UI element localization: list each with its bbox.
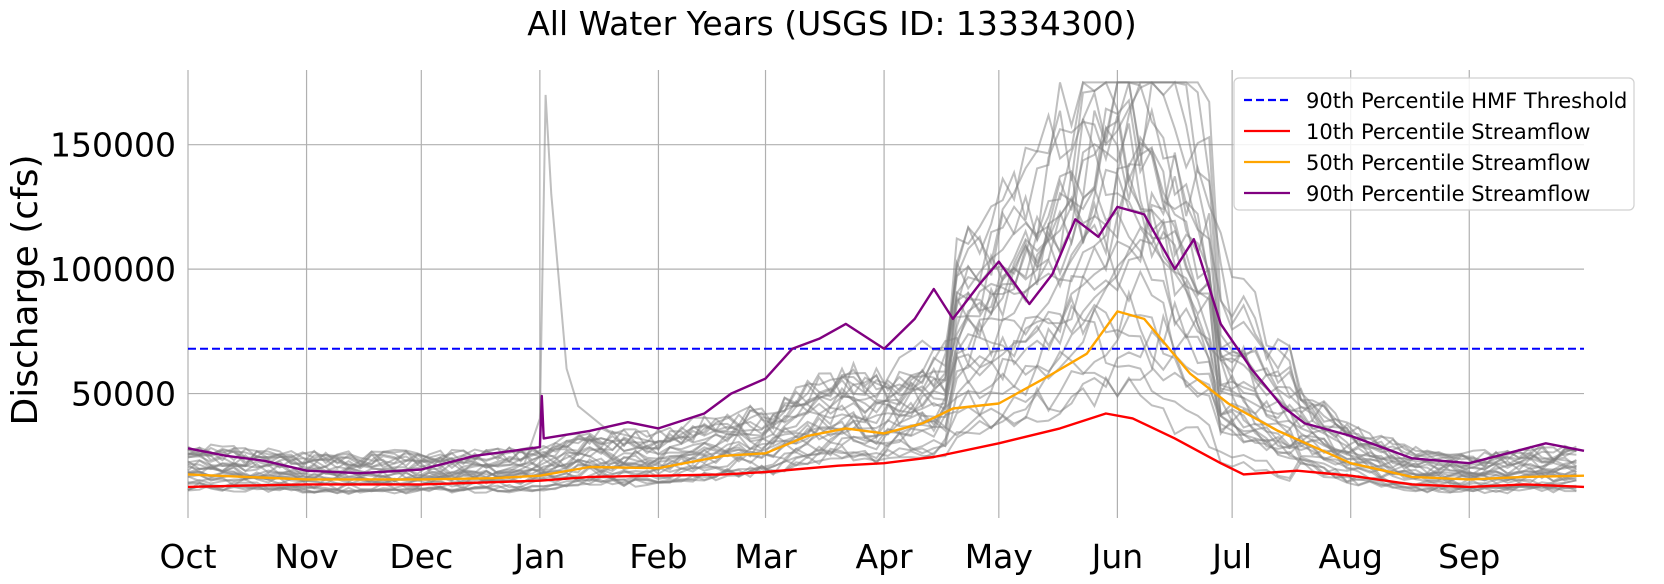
x-tick-label: Mar: [734, 537, 797, 576]
10th-percentile-streamflow-line: [187, 412, 1585, 489]
year-line: [187, 172, 1577, 483]
legend-box: [1233, 77, 1635, 211]
y-tick-label: 150000: [50, 126, 176, 165]
x-tick-label: Jul: [1210, 537, 1252, 576]
y-axis-label: Discharge (cfs): [5, 154, 46, 425]
x-tick-label: Aug: [1318, 537, 1382, 576]
axis-ticks: Oct Nov Dec Jan Feb Mar Apr May Jun Jul Aug Sep 5000…: [50, 126, 1500, 576]
x-tick-label: Jun: [1090, 537, 1144, 576]
y-tick-label: 50000: [71, 375, 176, 414]
chart-title: All Water Years (USGS ID: 13334300): [527, 4, 1137, 43]
year-line: [187, 80, 1577, 478]
legend-label: 10th Percentile Streamflow: [1306, 120, 1590, 144]
individual-years: [187, 80, 1578, 496]
x-tick-label: Nov: [274, 537, 338, 576]
x-tick-label: Jan: [512, 537, 565, 576]
y-tick-label: 100000: [50, 250, 176, 289]
percentile-series: [187, 205, 1585, 489]
year-line: [187, 219, 1577, 478]
legend: 90th Percentile HMF Threshold 10th Percen…: [1233, 77, 1635, 211]
year-line: [187, 314, 1577, 495]
x-tick-label: Dec: [389, 537, 453, 576]
x-tick-label: Sep: [1438, 537, 1500, 576]
legend-label: 90th Percentile HMF Threshold: [1306, 89, 1627, 113]
legend-label: 50th Percentile Streamflow: [1306, 151, 1590, 175]
x-tick-label: Apr: [856, 537, 914, 576]
legend-label: 90th Percentile Streamflow: [1306, 182, 1590, 206]
50th-percentile-streamflow-line: [187, 310, 1585, 481]
year-line: [187, 81, 1577, 466]
x-tick-label: Oct: [159, 537, 216, 576]
90th-percentile-streamflow-line: [187, 205, 1585, 475]
year-line: [493, 94, 659, 475]
x-tick-label: May: [965, 537, 1033, 576]
x-tick-label: Feb: [629, 537, 687, 576]
